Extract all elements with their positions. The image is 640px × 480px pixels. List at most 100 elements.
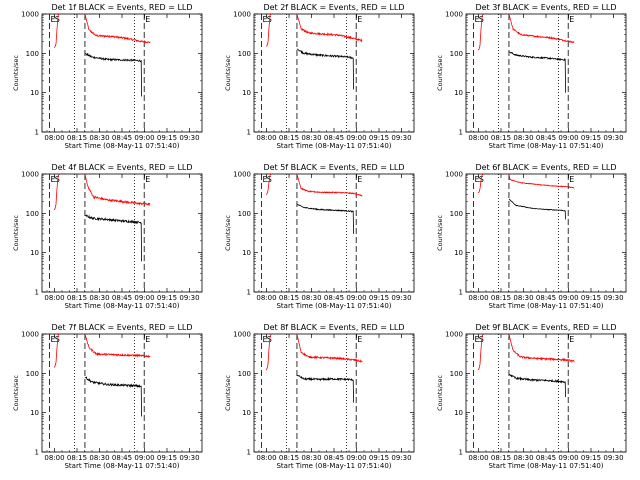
y-tick-label: 1 bbox=[35, 449, 39, 457]
x-tick-label: 09:00 bbox=[346, 454, 366, 462]
y-tick-label: 100 bbox=[450, 370, 463, 378]
y-tick-label: 1000 bbox=[21, 171, 39, 179]
chart-panel: Det 5f BLACK = Events, RED = LLD 1 10 100 10… bbox=[224, 163, 415, 310]
event-marker-label: S bbox=[55, 335, 60, 344]
event-marker-label: E bbox=[357, 335, 362, 344]
x-axis-label: Start Time (08-May-11 07:51:40) bbox=[276, 142, 391, 150]
event-marker-label: E bbox=[145, 335, 150, 344]
x-tick-label: 08:45 bbox=[536, 134, 556, 142]
y-axis-label: Counts/sec bbox=[224, 375, 232, 411]
x-axis-label: Start Time (08-May-11 07:51:40) bbox=[488, 142, 603, 150]
x-tick-label: 09:15 bbox=[157, 134, 177, 142]
y-axis-label: Counts/sec bbox=[224, 215, 232, 251]
y-tick-label: 10 bbox=[454, 249, 463, 257]
y-tick-label: 10 bbox=[242, 249, 251, 257]
x-tick-label: 08:45 bbox=[324, 294, 344, 302]
plot-frame bbox=[41, 13, 203, 133]
series-line-red bbox=[265, 334, 363, 371]
plot-frame bbox=[253, 173, 415, 293]
event-marker-label: E bbox=[51, 175, 56, 184]
event-marker-label: E bbox=[475, 335, 480, 344]
x-tick-label: 08:30 bbox=[513, 294, 533, 302]
y-tick-label: 10 bbox=[242, 89, 251, 97]
event-marker-label: S bbox=[479, 15, 484, 24]
y-tick-label: 1 bbox=[247, 289, 251, 297]
x-tick-label: 09:15 bbox=[369, 134, 389, 142]
x-tick-label: 09:30 bbox=[391, 134, 411, 142]
x-tick-label: 09:30 bbox=[603, 294, 623, 302]
x-tick-label: 08:30 bbox=[301, 134, 321, 142]
series-line-red bbox=[53, 174, 151, 211]
chart-title: Det 7f BLACK = Events, RED = LLD bbox=[51, 323, 192, 332]
x-tick-label: 08:45 bbox=[112, 454, 132, 462]
series-line-black bbox=[508, 198, 566, 220]
y-tick-label: 1000 bbox=[233, 331, 251, 339]
x-axis-label: Start Time (08-May-11 07:51:40) bbox=[276, 302, 391, 310]
x-tick-label: 09:15 bbox=[581, 454, 601, 462]
x-tick-label: 08:00 bbox=[256, 134, 276, 142]
y-tick-label: 1 bbox=[459, 129, 463, 137]
y-tick-label: 10 bbox=[30, 89, 39, 97]
x-tick-label: 08:30 bbox=[89, 454, 109, 462]
y-tick-label: 100 bbox=[238, 370, 251, 378]
x-tick-label: 09:30 bbox=[603, 454, 623, 462]
y-tick-label: 10 bbox=[30, 409, 39, 417]
x-tick-label: 08:30 bbox=[301, 454, 321, 462]
x-tick-label: 08:45 bbox=[112, 294, 132, 302]
x-tick-label: 08:00 bbox=[44, 294, 64, 302]
event-marker-label: E bbox=[357, 175, 362, 184]
x-axis-label: Start Time (08-May-11 07:51:40) bbox=[64, 302, 179, 310]
x-tick-label: 09:00 bbox=[558, 294, 578, 302]
x-tick-label: 09:15 bbox=[369, 454, 389, 462]
event-marker-label: E bbox=[263, 15, 268, 24]
event-marker-label: S bbox=[55, 175, 60, 184]
x-tick-label: 08:00 bbox=[44, 134, 64, 142]
y-axis-label: Counts/sec bbox=[12, 55, 20, 91]
x-tick-label: 09:30 bbox=[179, 294, 199, 302]
y-tick-label: 100 bbox=[26, 50, 39, 58]
event-marker-label: S bbox=[267, 15, 272, 24]
x-tick-label: 08:15 bbox=[491, 454, 511, 462]
plot-frame bbox=[465, 173, 627, 293]
series-line-black bbox=[296, 203, 354, 234]
chart-title: Det 5f BLACK = Events, RED = LLD bbox=[263, 163, 404, 172]
x-tick-label: 08:00 bbox=[468, 294, 488, 302]
series-line-red bbox=[477, 174, 575, 194]
y-axis-label: Counts/sec bbox=[12, 375, 20, 411]
chart-panel: Det 4f BLACK = Events, RED = LLD 1 10 100 10… bbox=[12, 163, 203, 310]
y-tick-label: 1 bbox=[35, 129, 39, 137]
x-tick-label: 08:15 bbox=[491, 294, 511, 302]
event-marker-label: E bbox=[569, 335, 574, 344]
x-tick-label: 09:15 bbox=[581, 134, 601, 142]
series-line-red bbox=[53, 334, 151, 368]
y-tick-label: 1000 bbox=[445, 171, 463, 179]
y-tick-label: 1 bbox=[459, 289, 463, 297]
plot-frame bbox=[41, 173, 203, 293]
x-tick-label: 08:45 bbox=[536, 454, 556, 462]
event-marker-label: E bbox=[475, 15, 480, 24]
event-marker-label: E bbox=[569, 175, 574, 184]
series-line-red bbox=[477, 14, 575, 51]
x-tick-label: 08:00 bbox=[256, 294, 276, 302]
x-tick-label: 08:00 bbox=[468, 454, 488, 462]
x-tick-label: 08:30 bbox=[301, 294, 321, 302]
x-tick-label: 08:00 bbox=[256, 454, 276, 462]
y-tick-label: 100 bbox=[450, 210, 463, 218]
y-axis-label: Counts/sec bbox=[12, 215, 20, 251]
event-marker-label: E bbox=[357, 15, 362, 24]
y-tick-label: 100 bbox=[26, 370, 39, 378]
series-line-black bbox=[296, 374, 354, 403]
x-tick-label: 08:45 bbox=[536, 294, 556, 302]
x-tick-label: 09:30 bbox=[391, 294, 411, 302]
chart-panel: Det 7f BLACK = Events, RED = LLD 1 10 100 10… bbox=[12, 323, 203, 470]
x-tick-label: 09:00 bbox=[134, 294, 154, 302]
series-line-black bbox=[84, 52, 142, 97]
series-line-black bbox=[508, 51, 566, 93]
event-marker-label: E bbox=[145, 15, 150, 24]
y-tick-label: 1000 bbox=[445, 11, 463, 19]
chart-title: Det 4f BLACK = Events, RED = LLD bbox=[51, 163, 192, 172]
x-tick-label: 08:15 bbox=[67, 294, 87, 302]
series-line-red bbox=[477, 334, 575, 371]
y-tick-label: 1000 bbox=[445, 331, 463, 339]
y-tick-label: 10 bbox=[454, 89, 463, 97]
